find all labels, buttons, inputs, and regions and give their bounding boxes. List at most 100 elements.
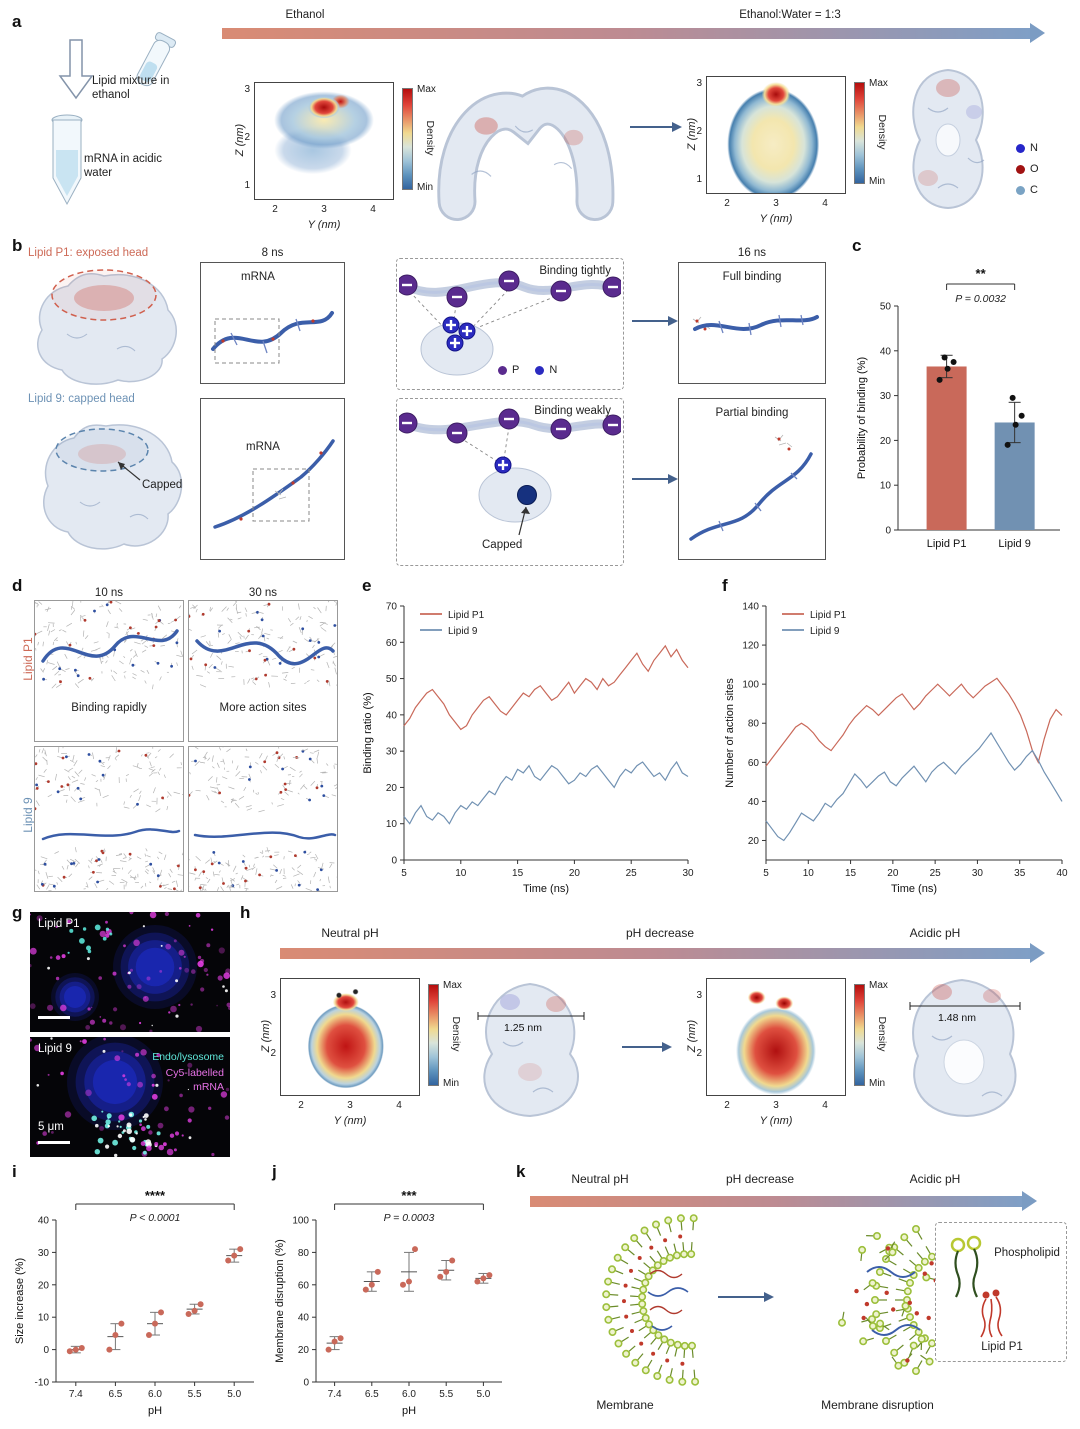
snapshot-8ns-p1: mRNA [200,262,345,384]
colorbar-max: Max [443,980,462,991]
tick-label: 25 [626,868,638,879]
membrane-caption: Membrane [596,1398,654,1412]
panel-j-label: j [272,1162,277,1181]
tick-label: 5.0 [227,1389,241,1400]
tick-label: 100 [292,1216,309,1227]
panel-c-label: c [852,236,862,255]
tick-label: 6.0 [402,1389,416,1400]
panel-i-label: i [12,1162,17,1181]
y-axis-label: Probability of binding (%) [856,357,868,479]
ph-gradient-arrow [280,943,1045,963]
measure-1-48nm: 1.48 nm [938,1012,976,1024]
partial-binding-box: Partial binding [678,398,826,560]
binding-weakly-label: Binding weakly [534,405,611,417]
micro-label-l9: Lipid 9 [38,1043,72,1055]
tick-label: 0 [885,526,891,537]
tick-label: 5.0 [476,1389,490,1400]
category-label: Lipid P1 [927,538,967,550]
tick-label: 20 [386,783,398,794]
atom-legend: N O C [1016,142,1039,205]
measure-1-25nm: 1.25 nm [504,1022,542,1034]
row-lipid-p1: Lipid P1 [21,637,35,681]
tick-label: 10 [386,819,398,830]
panel-b-label: b [12,236,23,255]
tick-label: 15 [512,868,524,879]
tick-label: 60 [386,638,398,649]
density-map-ethanol-water: Z (nm) 3 2 1 2 3 4 Y (nm) Max Min Densit… [676,70,916,235]
k-ph-gradient-arrow [530,1191,1037,1211]
x-tick: 2 [298,1100,304,1111]
legend-endolysosome: Endo/lysosome [152,1051,224,1063]
scale-text: 5 μm [38,1121,64,1133]
density-colorbar [428,984,439,1086]
panel-e-label: e [362,576,372,595]
k-stage-acidic: Acidic pH [909,1172,961,1186]
transition-arrow [622,1041,672,1052]
ethanol-water-label: Ethanol:Water = 1:3 [739,9,841,21]
tick-label: 20 [569,868,581,879]
o-atom-icon [1016,164,1025,174]
tube-illustration [51,32,177,206]
time-8ns: 8 ns [261,247,284,259]
k-stage-neutral: Neutral pH [571,1172,629,1186]
action-sites-chart: 20 40 60 80 100 120 140 5 10 15 20 25 30 35 40 Time (ns… [724,602,1068,896]
tick-label: 30 [386,747,398,758]
colorbar-min: Min [443,1078,460,1089]
p-legend-item: P [498,364,519,376]
tick-label: 10 [803,868,815,879]
tick-label: 6.0 [148,1389,162,1400]
legend-o: O [1016,163,1039,175]
tick-label: 5 [401,868,407,879]
column-30ns: 30 ns [248,587,278,599]
tick-label: 5.5 [188,1389,202,1400]
y-tick: 3 [244,84,250,95]
scale-bar [38,1141,70,1144]
tick-label: 20 [880,436,892,447]
tick-label: 20 [887,868,899,879]
microscopy-lipid-9: Lipid 9 Endo/lysosome Cy5-labelled mRNA … [28,1034,230,1158]
y-tick: 2 [696,1048,702,1059]
density-plot [706,76,846,194]
lipid-9-title: Lipid 9: capped head [28,393,135,405]
colorbar-min: Min [869,176,886,187]
mrna-label-2: mRNA [246,441,280,453]
size-increase-chart: -10 0 10 20 30 40 7.4 6.5 6.0 5.5 5.0 pH Size increa… [14,1188,254,1417]
column-10ns: 10 ns [94,587,124,599]
binding-tightly-diagram [399,270,621,376]
n-atom-icon [1016,143,1025,153]
binding-weakly-box: Binding weakly Capped [396,398,624,566]
k-stage-decrease: pH decrease [725,1172,795,1186]
tick-label: 30 [682,868,694,879]
tick-label: 80 [298,1248,310,1259]
snapshot-8ns-l9: mRNA [200,398,345,560]
x-axis-label: Time (ns) [891,883,937,895]
phosphate-icon [498,365,507,375]
y-tick: 2 [244,132,250,143]
tick-label: 30 [972,868,984,879]
y-tick: 2 [696,126,702,137]
ethanol-label: Ethanol [285,9,325,21]
tick-label: 7.4 [328,1389,342,1400]
x-tick: 4 [822,198,828,209]
density-map-acidic: Z (nm) 3 2 2 3 4 Y (nm) Max Min Density [676,972,916,1137]
lipid-9-molecule [43,424,183,550]
tick-label: 15 [845,868,857,879]
tick-label: -10 [35,1378,50,1389]
x-tick: 2 [272,204,278,215]
x-tick: 3 [321,204,327,215]
tick-label: 70 [386,602,398,613]
sim-image-l9-10ns [31,742,186,895]
tick-label: 25 [930,868,942,879]
tick-label: 40 [386,710,398,721]
note-binding-rapidly: Binding rapidly [71,702,147,714]
density-map-ethanol: Z (nm) 3 2 1 2 3 4 Y (nm) Max Min Densit… [224,76,464,241]
binding-probability-chart: 0 10 20 30 40 50 Probability of binding (%) Lip… [856,266,1060,550]
phospholipid-label: Phospholipid [994,1247,1060,1259]
y-tick: 1 [244,180,250,191]
row-lipid-9: Lipid 9 [21,797,35,833]
full-binding-box: Full binding [678,262,826,384]
binding-ratio-chart: 0 10 20 30 40 50 60 70 5 10 15 20 25 30 Time (ns) Bindi… [362,602,694,896]
tick-label: 50 [386,674,398,685]
lipid-p1-inset-label: Lipid P1 [981,1341,1023,1353]
